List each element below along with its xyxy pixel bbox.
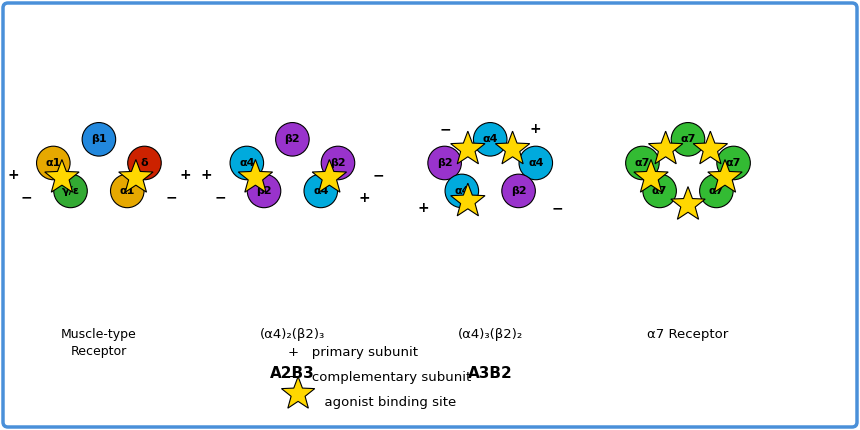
Text: −: − (21, 191, 33, 205)
Circle shape (671, 123, 705, 156)
Polygon shape (634, 160, 668, 192)
Polygon shape (693, 131, 728, 164)
Text: β2: β2 (330, 158, 346, 168)
Polygon shape (648, 131, 683, 164)
Circle shape (519, 146, 552, 180)
Circle shape (230, 146, 263, 180)
Circle shape (700, 174, 733, 208)
Polygon shape (238, 160, 273, 192)
Text: β1: β1 (91, 134, 107, 144)
Polygon shape (708, 160, 742, 192)
Text: α7: α7 (709, 186, 724, 196)
Circle shape (501, 174, 535, 208)
Text: A3B2: A3B2 (468, 366, 513, 381)
Text: α7: α7 (680, 134, 696, 144)
Polygon shape (312, 160, 347, 192)
Text: α4: α4 (313, 186, 329, 196)
Text: α7: α7 (726, 158, 741, 168)
Circle shape (110, 174, 144, 208)
Circle shape (473, 123, 507, 156)
Circle shape (36, 146, 71, 180)
Text: α1: α1 (120, 186, 135, 196)
Text: +: + (179, 169, 191, 182)
Circle shape (642, 174, 676, 208)
Text: Muscle-type
Receptor: Muscle-type Receptor (61, 328, 137, 358)
Text: (α4)₂(β2)₃: (α4)₂(β2)₃ (260, 328, 325, 341)
Text: −: − (214, 191, 226, 205)
Polygon shape (495, 131, 530, 164)
Text: A2B3: A2B3 (270, 366, 315, 381)
Text: γ/ε: γ/ε (62, 186, 79, 196)
Text: +: + (359, 191, 371, 205)
Text: β2: β2 (511, 186, 526, 196)
Circle shape (716, 146, 750, 180)
Text: β2: β2 (256, 186, 272, 196)
Text: α7: α7 (652, 186, 667, 196)
Text: α4: α4 (454, 186, 470, 196)
Text: −: − (165, 191, 177, 205)
Circle shape (445, 174, 478, 208)
Text: β2: β2 (437, 158, 452, 168)
Text: α4: α4 (482, 134, 498, 144)
Text: +: + (529, 122, 541, 136)
Text: +   primary subunit: + primary subunit (288, 346, 418, 359)
Circle shape (128, 146, 162, 180)
Text: α4: α4 (528, 158, 544, 168)
Polygon shape (119, 160, 153, 192)
Circle shape (248, 174, 280, 208)
Text: δ: δ (141, 158, 148, 168)
Text: α4: α4 (239, 158, 255, 168)
Circle shape (82, 123, 115, 156)
Circle shape (275, 123, 309, 156)
Polygon shape (451, 183, 485, 216)
Circle shape (427, 146, 461, 180)
Text: β2: β2 (285, 134, 300, 144)
Polygon shape (451, 131, 485, 164)
Text: −   complementary subunit: − complementary subunit (288, 371, 471, 384)
Text: +: + (417, 201, 429, 215)
Polygon shape (281, 377, 315, 408)
Text: +: + (7, 169, 19, 182)
Circle shape (625, 146, 659, 180)
Text: −: − (372, 169, 384, 182)
Polygon shape (671, 187, 705, 219)
Text: (α4)₃(β2)₂: (α4)₃(β2)₂ (458, 328, 523, 341)
Text: −: − (551, 201, 563, 215)
Text: agonist binding site: agonist binding site (316, 396, 457, 409)
Text: −: − (439, 122, 452, 136)
Polygon shape (45, 160, 79, 192)
Circle shape (322, 146, 354, 180)
Text: α7: α7 (635, 158, 650, 168)
Text: α7 Receptor: α7 Receptor (648, 328, 728, 341)
Circle shape (54, 174, 88, 208)
Text: +: + (200, 169, 212, 182)
Circle shape (304, 174, 337, 208)
Text: α1: α1 (46, 158, 61, 168)
